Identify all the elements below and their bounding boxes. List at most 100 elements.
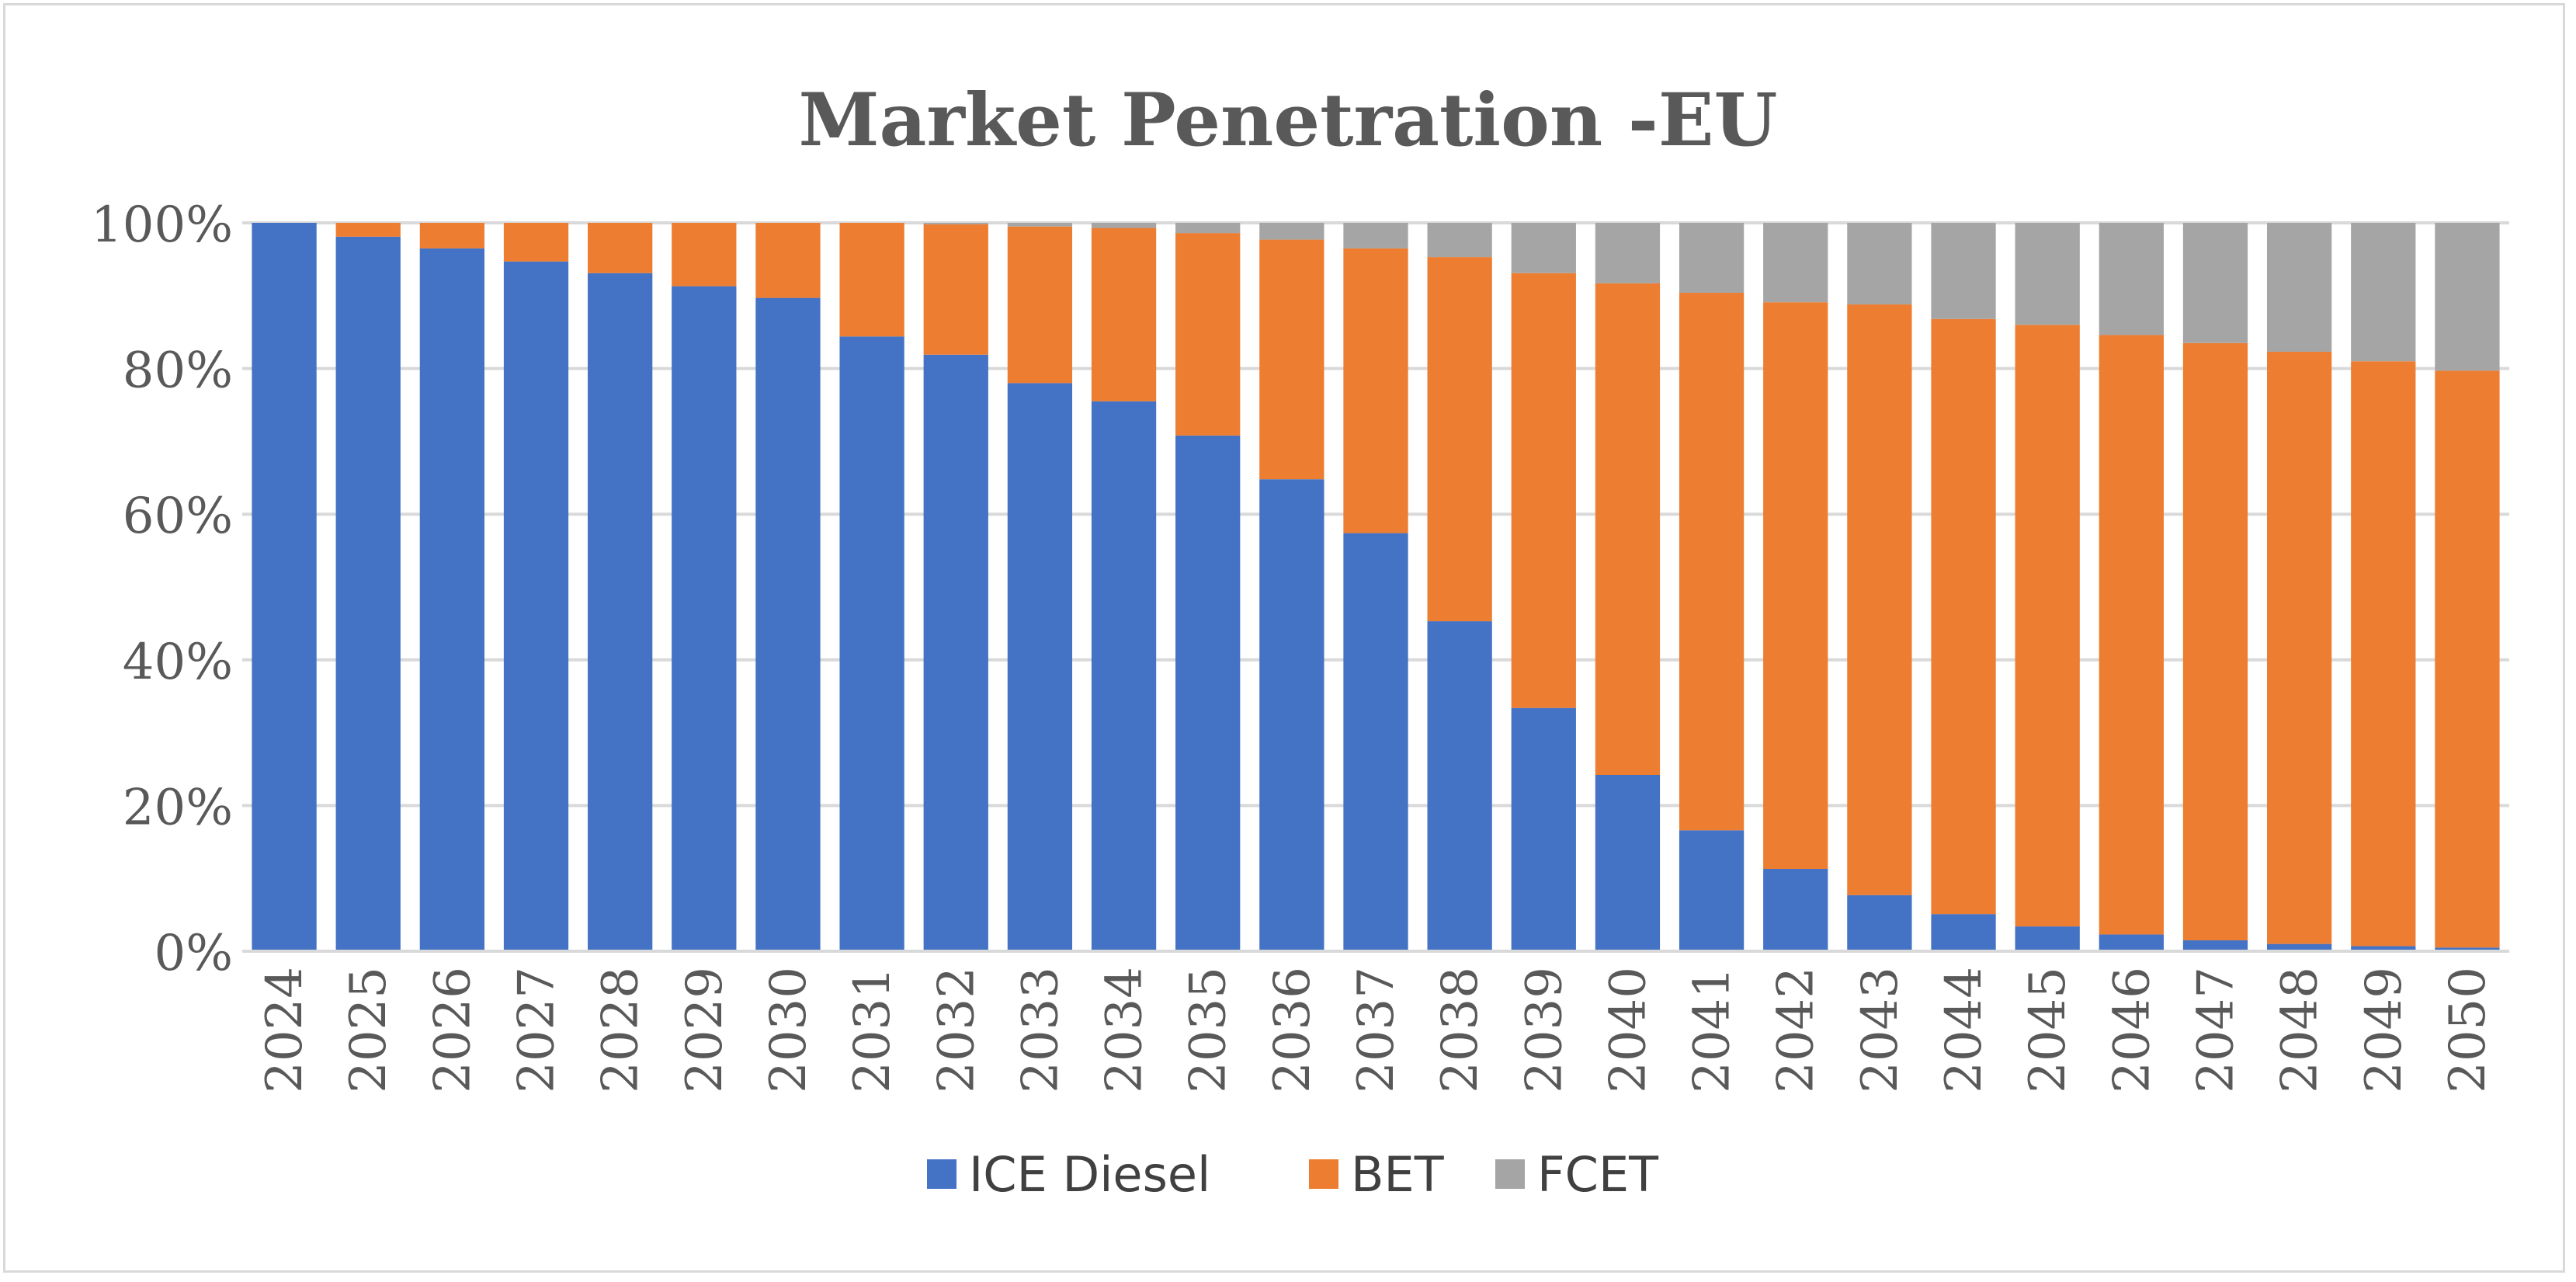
bar-ice-diesel-2045	[2015, 926, 2080, 951]
legend-label-ice-diesel: ICE Diesel	[969, 1146, 1210, 1203]
x-tick-label-2041: 2041	[1684, 967, 1741, 1093]
x-tick-label-2028: 2028	[592, 967, 650, 1093]
x-tick-label-2024: 2024	[256, 967, 314, 1093]
bar-ice-diesel-2049	[2351, 946, 2416, 951]
x-tick-label-2029: 2029	[676, 967, 734, 1093]
bar-fcet-2038	[1427, 223, 1492, 258]
bar-fcet-2041	[1679, 223, 1745, 294]
bar-bet-2037	[1343, 248, 1408, 533]
bar-ice-diesel-2050	[2435, 947, 2500, 951]
bar-fcet-2050	[2435, 223, 2500, 371]
x-tick-label-2046: 2046	[2103, 967, 2161, 1093]
x-tick-label-2039: 2039	[1515, 967, 1573, 1093]
y-tick-label: 40%	[123, 634, 233, 691]
x-tick-label-2033: 2033	[1012, 967, 1069, 1093]
bar-bet-2044	[1931, 318, 1996, 915]
bar-ice-diesel-2025	[335, 236, 401, 951]
x-tick-label-2043: 2043	[1852, 967, 1909, 1093]
bar-ice-diesel-2048	[2266, 943, 2332, 951]
bar-bet-2030	[755, 223, 821, 298]
bar-bet-2027	[503, 223, 569, 262]
bar-ice-diesel-2028	[588, 273, 653, 951]
bar-bet-2042	[1763, 302, 1828, 870]
bar-bet-2049	[2351, 361, 2416, 947]
bar-bet-2033	[1007, 226, 1073, 384]
x-tick-label-2031: 2031	[844, 967, 901, 1093]
bar-bet-2050	[2435, 370, 2500, 948]
bar-fcet-2046	[2099, 223, 2164, 335]
bar-ice-diesel-2041	[1679, 830, 1745, 951]
chart-frame: Market Penetration -EU 0% 20% 40% 60% 80% 100…	[3, 3, 2565, 1273]
bar-ice-diesel-2029	[672, 286, 737, 952]
bar-ice-diesel-2026	[419, 248, 485, 952]
bar-fcet-2047	[2182, 223, 2248, 343]
bar-bet-2041	[1679, 293, 1745, 831]
bar-ice-diesel-2037	[1343, 533, 1408, 951]
x-tick-label-2026: 2026	[424, 967, 481, 1093]
x-tick-label-2045: 2045	[2019, 967, 2077, 1093]
bar-fcet-2044	[1931, 223, 1996, 319]
x-tick-label-2035: 2035	[1180, 967, 1238, 1093]
bar-bet-2026	[419, 223, 485, 248]
bar-bet-2032	[923, 224, 988, 355]
bar-bet-2040	[1595, 283, 1661, 776]
bar-bet-2025	[335, 223, 401, 237]
bar-ice-diesel-2030	[755, 297, 821, 951]
bar-ice-diesel-2039	[1511, 707, 1576, 951]
bar-ice-diesel-2047	[2182, 940, 2248, 951]
bar-fcet-2045	[2015, 223, 2080, 325]
bar-fcet-2034	[1091, 223, 1157, 228]
y-axis-ticks: 0% 20% 40% 60% 80% 100%	[91, 196, 233, 982]
x-tick-label-2049: 2049	[2356, 967, 2413, 1093]
bar-bet-2031	[839, 223, 904, 337]
x-tick-label-2047: 2047	[2187, 967, 2244, 1093]
bar-ice-diesel-2043	[1847, 895, 1912, 951]
legend-label-bet: BET	[1351, 1146, 1445, 1203]
x-tick-label-2032: 2032	[928, 967, 985, 1093]
x-tick-label-2036: 2036	[1264, 967, 1321, 1093]
x-tick-label-2044: 2044	[1935, 967, 1993, 1093]
bar-fcet-2032	[923, 223, 988, 224]
bar-ice-diesel-2036	[1259, 479, 1324, 951]
bar-fcet-2043	[1847, 223, 1912, 305]
chart-canvas: Market Penetration -EU 0% 20% 40% 60% 80% 100…	[91, 78, 2509, 1203]
x-axis-ticks: 2024 2025 2026 2027 2028 2029 2030 2031 2032 2033…	[256, 967, 2497, 1093]
x-tick-label-2030: 2030	[760, 967, 818, 1093]
legend: ICE Diesel BET FCET	[927, 1146, 1659, 1203]
x-tick-label-2034: 2034	[1096, 967, 1154, 1093]
y-tick-label: 60%	[123, 488, 233, 545]
bar-ice-diesel-2031	[839, 336, 904, 951]
bar-ice-diesel-2040	[1595, 775, 1661, 951]
bar-bet-2043	[1847, 304, 1912, 895]
bar-ice-diesel-2035	[1175, 435, 1241, 951]
x-tick-label-2027: 2027	[509, 967, 566, 1093]
bar-bet-2034	[1091, 228, 1157, 401]
y-tick-label: 100%	[91, 196, 233, 254]
bar-bet-2035	[1175, 233, 1241, 436]
y-tick-label: 0%	[154, 925, 233, 982]
bar-bet-2046	[2099, 335, 2164, 935]
bars	[252, 223, 2500, 952]
legend-label-fcet: FCET	[1537, 1146, 1659, 1203]
bar-bet-2036	[1259, 239, 1324, 480]
bar-fcet-2037	[1343, 223, 1408, 248]
legend-swatch-bet	[1309, 1159, 1338, 1189]
bar-ice-diesel-2033	[1007, 383, 1073, 951]
bar-ice-diesel-2042	[1763, 869, 1828, 951]
x-tick-label-2040: 2040	[1599, 967, 1657, 1093]
y-tick-label: 80%	[123, 342, 233, 400]
bar-fcet-2042	[1763, 223, 1828, 303]
bar-fcet-2049	[2351, 223, 2416, 362]
x-tick-label-2050: 2050	[2439, 967, 2497, 1093]
bar-bet-2028	[588, 223, 653, 273]
x-tick-label-2042: 2042	[1768, 967, 1825, 1093]
y-tick-label: 20%	[123, 779, 233, 836]
bar-ice-diesel-2044	[1931, 914, 1996, 951]
bar-fcet-2048	[2266, 223, 2332, 353]
legend-swatch-ice-diesel	[927, 1159, 956, 1189]
x-tick-label-2037: 2037	[1348, 967, 1405, 1093]
bar-bet-2048	[2266, 352, 2332, 944]
bar-ice-diesel-2038	[1427, 621, 1492, 951]
bar-fcet-2035	[1175, 223, 1241, 234]
legend-swatch-fcet	[1495, 1159, 1525, 1189]
